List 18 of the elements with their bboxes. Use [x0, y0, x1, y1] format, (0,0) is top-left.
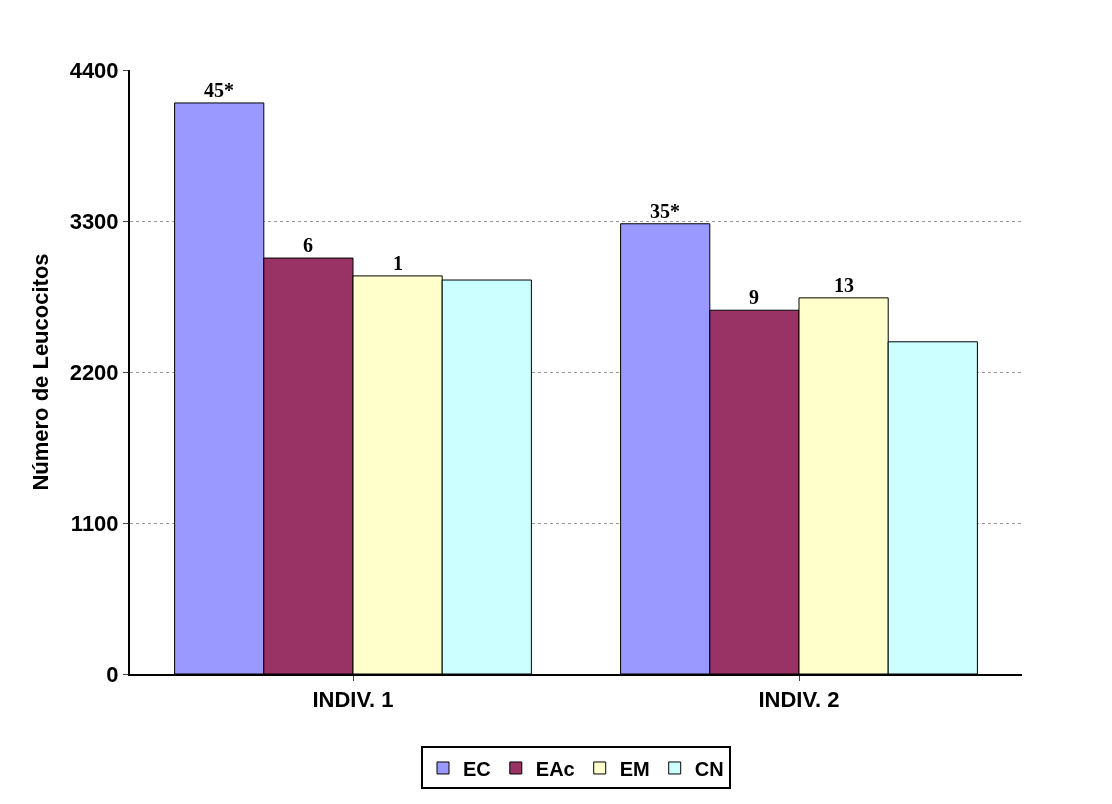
legend-label: EM: [619, 757, 650, 780]
annotation: 35*: [650, 200, 680, 222]
annotation: 1: [393, 252, 403, 274]
annotation: 45*: [204, 79, 234, 101]
y-tick-label: 3300: [69, 208, 119, 234]
annotation: 13: [834, 274, 854, 296]
annotation: 9: [749, 286, 759, 308]
legend-label: EAc: [535, 757, 575, 780]
legend-label: CN: [694, 757, 724, 780]
annotation: 6: [303, 234, 313, 256]
y-tick-label: 0: [106, 661, 119, 687]
legend-label: EC: [463, 757, 491, 780]
y-axis-title: Número de Leucocitos: [27, 253, 53, 491]
x-tick-label: INDIV. 1: [312, 687, 394, 713]
y-tick-label: 1100: [70, 510, 119, 536]
y-tick-label: 4400: [69, 57, 119, 83]
x-tick-label: INDIV. 2: [758, 687, 840, 713]
y-tick-label: 2200: [69, 359, 119, 385]
